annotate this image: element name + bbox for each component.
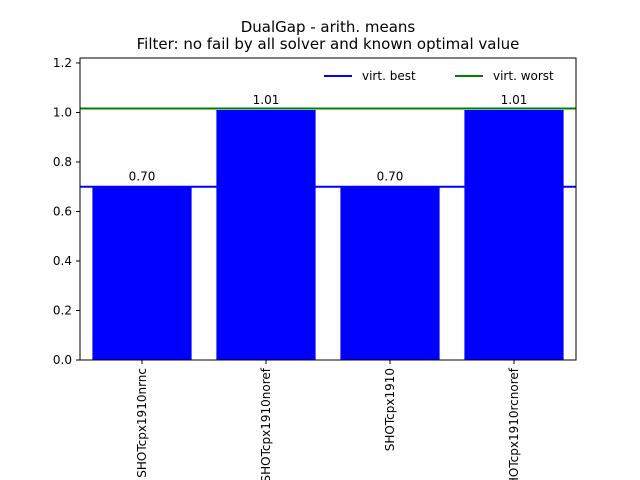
y-tick-label: 1.2 bbox=[53, 56, 72, 70]
y-tick-label: 0.2 bbox=[53, 303, 72, 317]
bar-SHOTcpx1910 bbox=[340, 186, 440, 360]
legend-label-virt-best: virt. best bbox=[362, 69, 416, 83]
x-tick-label-SHOTcpx1910nrnc: SHOTcpx1910nrnc bbox=[135, 368, 149, 478]
reference-lines-group bbox=[80, 107, 576, 188]
bar-SHOTcpx1910nrnc bbox=[92, 186, 192, 360]
x-tick-label-SHOTcpx1910: SHOTcpx1910 bbox=[383, 368, 397, 451]
y-axis: 0.0 0.2 0.4 0.6 0.8 1.0 1.2 bbox=[53, 56, 80, 367]
chart-subtitle: Filter: no fail by all solver and known … bbox=[137, 35, 520, 53]
bars-group bbox=[92, 109, 564, 360]
x-tick-label-SHOTcpx1910noref: SHOTcpx1910noref bbox=[259, 367, 273, 480]
plot-frame bbox=[79, 57, 577, 361]
value-label-SHOTcpx1910noref: 1.01 bbox=[253, 93, 280, 107]
y-tick-label: 0.8 bbox=[53, 155, 72, 169]
chart-title: DualGap - arith. means bbox=[241, 18, 416, 36]
x-axis: SHOTcpx1910nrnc SHOTcpx1910noref SHOTcpx19… bbox=[135, 360, 521, 480]
y-tick-label: 1.0 bbox=[53, 105, 72, 119]
bar-SHOTcpx1910rcnoref bbox=[464, 109, 564, 360]
legend-label-virt-worst: virt. worst bbox=[493, 69, 554, 83]
value-label-SHOTcpx1910: 0.70 bbox=[377, 170, 404, 184]
value-label-SHOTcpx1910rcnoref: 1.01 bbox=[501, 93, 528, 107]
value-label-SHOTcpx1910nrnc: 0.70 bbox=[129, 170, 156, 184]
bar-SHOTcpx1910noref bbox=[216, 109, 316, 360]
value-labels-group: 0.70 1.01 0.70 1.01 bbox=[129, 93, 528, 184]
legend: virt. best virt. worst bbox=[324, 69, 554, 83]
y-tick-label: 0.4 bbox=[53, 254, 72, 268]
x-tick-label-SHOTcpx1910rcnoref: SHOTcpx1910rcnoref bbox=[507, 367, 521, 480]
y-tick-label: 0.6 bbox=[53, 204, 72, 218]
y-tick-label: 0.0 bbox=[53, 353, 72, 367]
